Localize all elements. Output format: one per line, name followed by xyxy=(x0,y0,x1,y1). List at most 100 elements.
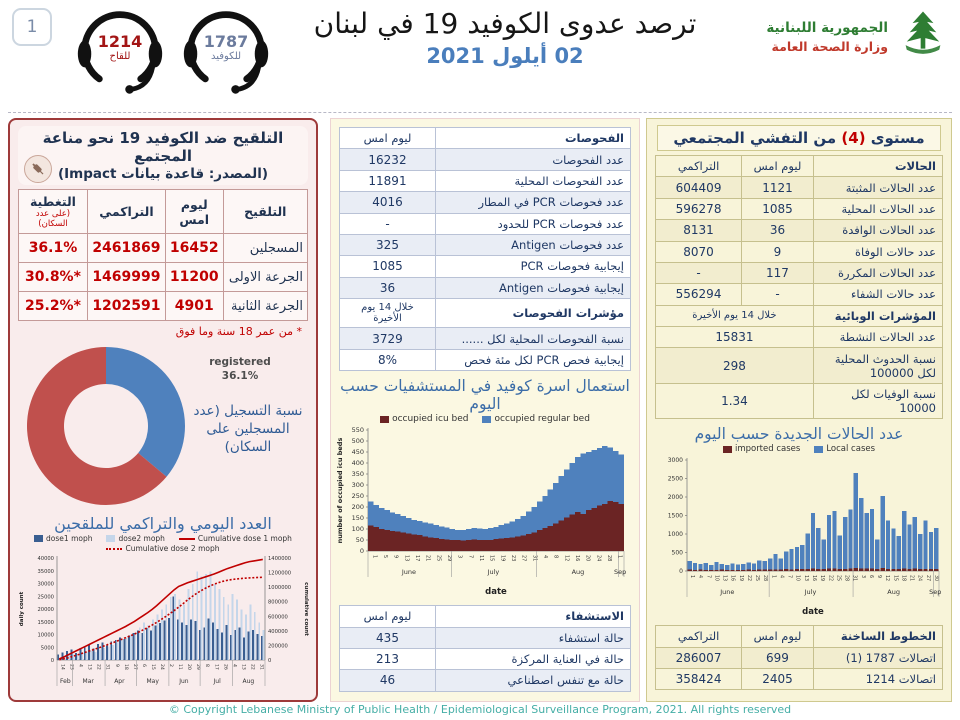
svg-text:7: 7 xyxy=(787,575,793,578)
registration-donut-chart: registered 36.1% نسبة التسجيل (عدد المسج… xyxy=(10,340,316,512)
svg-text:2500: 2500 xyxy=(668,476,683,483)
row-value: 16452 xyxy=(164,233,224,263)
svg-text:Aug: Aug xyxy=(572,568,585,576)
svg-text:16: 16 xyxy=(730,575,736,581)
svg-text:2000: 2000 xyxy=(668,494,683,501)
svg-text:Jul: Jul xyxy=(213,678,222,685)
svg-text:200: 200 xyxy=(352,503,364,511)
row-value: 4901 xyxy=(164,291,224,321)
table-row: عدد الحالات المثبتة 1121 604409 xyxy=(654,176,944,199)
row-label: إيجابية فحص PCR لكل مئة فحص xyxy=(435,348,631,372)
hotline-vaccine-number: 1214 xyxy=(97,32,143,51)
row-value: 15831 xyxy=(655,325,814,349)
svg-text:0: 0 xyxy=(679,568,683,575)
svg-text:4: 4 xyxy=(542,555,548,558)
column-header: الحالات xyxy=(812,154,944,178)
svg-text:18: 18 xyxy=(123,664,129,670)
vaccination-panel-header: التلقيح ضد الكوفيد 19 نحو مناعة المجتمع … xyxy=(18,126,308,185)
headset-icon xyxy=(77,11,163,94)
row-label: حالة في العناية المركزة xyxy=(435,647,631,671)
vaccine-icon xyxy=(24,155,52,183)
svg-text:Sep: Sep xyxy=(614,568,626,576)
legend-swatch xyxy=(34,535,44,542)
community-spread-level: مستوى (4) من التفشي المجتمعي xyxy=(657,125,941,151)
hotline-vaccine-label: للقاح xyxy=(109,51,131,62)
column-header: ليوم امس xyxy=(338,126,437,150)
svg-text:1: 1 xyxy=(689,575,695,578)
svg-text:22: 22 xyxy=(249,664,255,670)
svg-text:25: 25 xyxy=(435,555,441,561)
table-row: عدد الفحوصات المحلية 11891 xyxy=(338,169,631,193)
table-row: حالة مع تنفس اصطناعي 46 xyxy=(338,669,631,692)
row-label: اتصالات 1214 xyxy=(812,667,944,691)
svg-text:13: 13 xyxy=(722,575,728,581)
row-label: نسبة الحدوث المحلية لكل 100000 xyxy=(812,347,944,384)
svg-text:0: 0 xyxy=(51,658,54,664)
hospital-chart-legend: occupied icu bed occupied regular bed xyxy=(337,414,633,424)
table-row: مؤشرات الفحوصات خلال 14 يوم الأخيرة xyxy=(338,297,631,329)
svg-text:4: 4 xyxy=(697,575,703,578)
svg-text:1000: 1000 xyxy=(668,531,683,538)
svg-text:350: 350 xyxy=(352,470,364,478)
donut-caption: نسبة التسجيل (عدد المسجلين على السكان) xyxy=(193,403,303,456)
data-table: الاستشفاء ليوم امس حالة استشفاء 435 حالة في … xyxy=(338,605,631,692)
row-label: عدد فحوصات PCR في المطار xyxy=(435,191,631,214)
legend-item: dose2 moph xyxy=(106,534,165,543)
svg-text:24: 24 xyxy=(159,664,165,670)
row-value: 117 xyxy=(741,261,814,285)
header-divider xyxy=(8,112,952,113)
report-titles: ترصد عدوى الكوفيد 19 في لبنان 02 أيلول 2… xyxy=(290,6,720,68)
svg-text:500: 500 xyxy=(672,550,684,557)
table-row: المسجلين 16452 2461869 36.1% xyxy=(18,233,309,263)
tests-table: الفحوصات ليوم امس عدد الفحوصات 16232 عدد الف… xyxy=(331,126,639,372)
svg-text:13: 13 xyxy=(240,664,246,670)
row-value: 9 xyxy=(741,240,814,263)
svg-text:date: date xyxy=(802,607,824,617)
svg-text:22: 22 xyxy=(96,664,102,670)
svg-text:1: 1 xyxy=(617,555,623,558)
svg-text:5000: 5000 xyxy=(41,645,54,651)
svg-text:29: 29 xyxy=(195,664,201,670)
svg-text:27: 27 xyxy=(521,555,527,561)
row-label: عدد الحالات المثبتة xyxy=(812,176,944,199)
svg-text:31: 31 xyxy=(105,664,111,670)
svg-text:9: 9 xyxy=(876,575,882,578)
svg-text:550: 550 xyxy=(352,426,364,434)
row-value: 213 xyxy=(338,647,437,671)
table-row: إيجابية فحوصات Antigen 36 xyxy=(338,276,631,300)
table-row: اتصالات 1214 2405 358424 xyxy=(654,667,944,691)
svg-text:4: 4 xyxy=(231,664,237,667)
svg-text:1500: 1500 xyxy=(668,513,683,520)
row-label: عدد الحالات المحلية xyxy=(812,197,944,221)
svg-text:35000: 35000 xyxy=(37,569,54,575)
row-value: خلال 14 يوم الأخيرة xyxy=(655,304,814,328)
row-value: 2461869 xyxy=(86,233,166,263)
table-row: نسبة الفحوصات المحلية لكل ...... 3729 xyxy=(338,327,631,350)
ministry-name: الجمهورية اللبنانية وزارة الصحة العامة xyxy=(766,18,888,57)
cases-table: الحالات ليوم امس التراكمي عدد الحالات المثب… xyxy=(647,154,951,420)
new-cases-chart: 0 500 1000 1500 2000 2500 3000 1 4 7 10 13 16 19 22 25 2… xyxy=(647,455,951,621)
svg-text:15000: 15000 xyxy=(37,620,54,626)
legend-item: Cumulative dose 1 moph xyxy=(178,534,292,543)
vaccination-panel: التلقيح ضد الكوفيد 19 نحو مناعة المجتمع … xyxy=(8,118,318,702)
svg-text:28: 28 xyxy=(762,575,768,581)
row-label: الجرعة الثانية xyxy=(222,291,309,321)
row-label: عدد الفحوصات xyxy=(435,148,631,171)
row-value: 16232 xyxy=(338,148,437,171)
table-row: عدد الحالات الوافدة 36 8131 xyxy=(654,219,944,242)
row-value: - xyxy=(741,283,814,306)
hotline-covid-number: 1787 xyxy=(203,32,249,51)
svg-text:3000: 3000 xyxy=(668,457,683,464)
svg-text:30000: 30000 xyxy=(37,582,54,588)
svg-text:number of occupied icu beds: number of occupied icu beds xyxy=(336,438,344,544)
row-value: 604409 xyxy=(654,176,743,199)
svg-text:50: 50 xyxy=(356,536,364,544)
svg-text:15: 15 xyxy=(489,555,495,561)
row-value: 596278 xyxy=(654,197,743,221)
row-label: حالة استشفاء xyxy=(435,626,631,649)
vaccination-trend-chart: 0 5000 10000 15000 20000 25000 30000 35000 40000… xyxy=(10,553,316,699)
svg-text:Aug: Aug xyxy=(243,678,255,685)
svg-text:14: 14 xyxy=(60,664,66,670)
table-row: إيجابية فحص PCR لكل مئة فحص 8% xyxy=(338,348,631,372)
svg-text:6: 6 xyxy=(868,575,874,578)
